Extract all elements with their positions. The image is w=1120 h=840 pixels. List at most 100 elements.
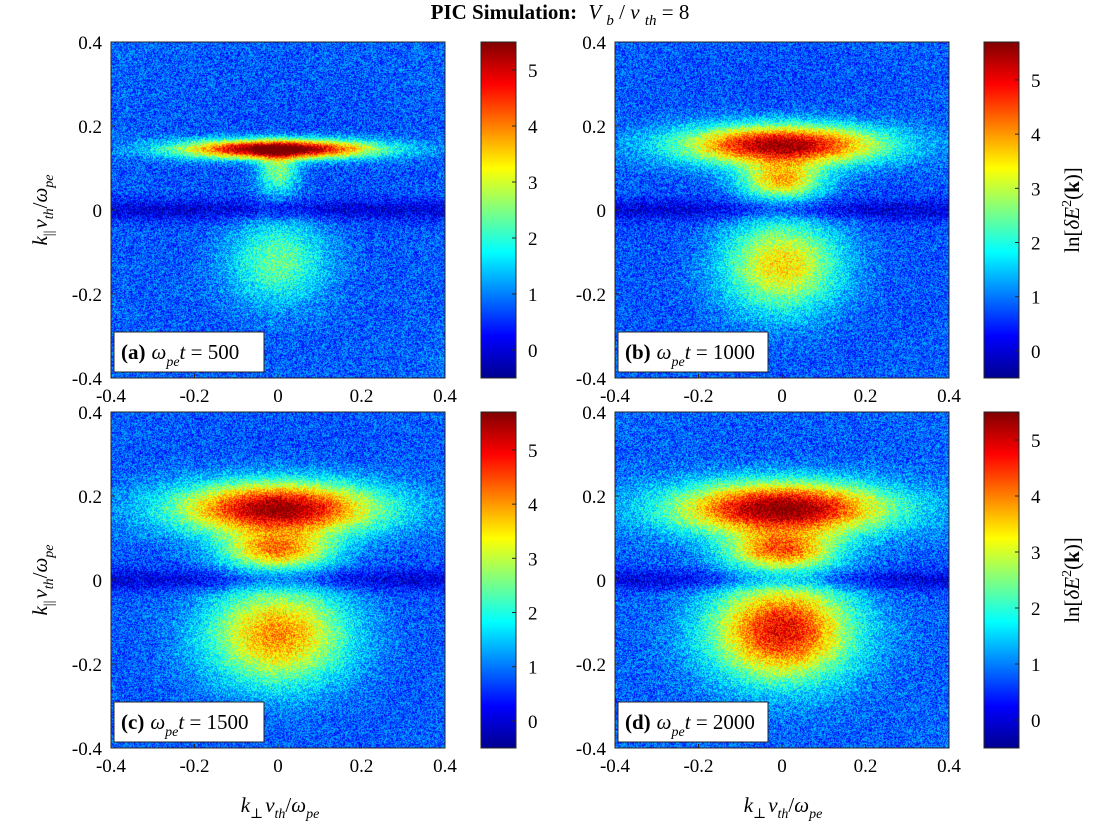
colorbar-tick-label: 5 [528,61,538,82]
heatmap-image [111,412,445,748]
panel-letter: (a) [121,340,146,364]
colorbar-tick-label: 0 [1031,342,1041,363]
panel-annotation: (a) ωpet = 500 [121,340,239,370]
colorbar-tick-label: 4 [528,495,538,516]
panel-annotation: (b) ωpet = 1000 [625,340,755,370]
time-symbol: t [685,340,692,364]
omega-symbol: ω [657,710,672,734]
heatmap-panel: -0.4 -0.2 0 0.2 0.4 0.4 0.2 0 -0.2 -0.4 (b) ωpet = … [576,33,1084,407]
pe-subscript: pe [671,355,685,370]
y-tick-label: -0.2 [72,285,102,306]
colorbar-tick-label: 3 [528,173,538,194]
figure-title-b: b [606,13,614,29]
x-tick-label: 0.4 [433,756,457,777]
y-axis-label-bottom: k||vth/ωpe [28,544,57,615]
y-tick-label: 0.2 [78,117,102,138]
panel-annotation: (c) ωpet = 1500 [121,710,249,740]
y-tick-label: 0.2 [582,117,606,138]
x-axis-label-left: k⊥vth/ωpe [241,793,320,822]
omega-symbol: ω [150,710,165,734]
colorbar-tick-label: 2 [1031,234,1041,255]
y-tick-label: 0 [93,201,103,222]
x-axis-label-right: k⊥vth/ωpe [744,793,823,822]
colorbar-tick-label: 1 [1031,655,1041,676]
colorbar-tick-label: 4 [1031,487,1041,508]
colorbar [983,41,1020,379]
colorbar-tick-label: 5 [528,441,538,462]
colorbar-tick-label: 1 [528,285,538,306]
y-tick-label: 0.4 [582,403,606,424]
colorbar-tick-label: 2 [528,229,538,250]
x-tick-label: -0.2 [179,756,209,777]
heatmap-image [615,42,949,378]
figure-title-prefix: PIC Simulation: [431,0,577,24]
colorbar-tick-label: 2 [1031,599,1041,620]
colorbar-label: ln[δE2(k)] [1060,537,1084,623]
colorbar-tick-label: 1 [1031,288,1041,309]
panel-annotation: (d) ωpet = 2000 [625,710,755,740]
colorbar-tick-label: 4 [528,117,538,138]
pe-subscript: pe [165,355,179,370]
y-tick-label: 0 [597,201,607,222]
x-tick-label: 0 [777,756,787,777]
heatmap-image [615,412,949,748]
x-tick-label: -0.2 [683,756,713,777]
x-tick-label: 0 [273,756,283,777]
panel-annotation-box [113,701,265,743]
pe-subscript: pe [671,725,685,740]
figure-title-v2: v [630,0,640,24]
panel-annotation-box [617,701,769,743]
x-tick-label: 0 [777,386,787,407]
omega-symbol: ω [657,340,672,364]
figure-title-eq: = 8 [662,0,690,24]
colorbar-tick-label: 4 [1031,125,1041,146]
x-tick-label: 0.4 [937,756,961,777]
x-tick-label: -0.4 [96,386,127,407]
y-tick-label: 0 [93,571,103,592]
time-symbol: t [178,710,185,734]
x-tick-label: 0.2 [854,386,878,407]
colorbar-label: ln[δE2(k)] [1060,167,1084,253]
x-tick-label: -0.2 [179,386,209,407]
colorbar [983,411,1020,749]
x-tick-label: -0.2 [683,386,713,407]
colorbar-tick-label: 2 [528,604,538,625]
colorbar-tick-label: 0 [528,341,538,362]
y-tick-label: -0.2 [72,655,102,676]
heatmap-panel: -0.4 -0.2 0 0.2 0.4 0.4 0.2 0 -0.2 -0.4 (d) ωpet = … [576,403,1084,777]
colorbar-tick-label: 0 [1031,711,1041,732]
pe-subscript: pe [164,725,178,740]
colorbar-tick-label: 5 [1031,71,1041,92]
figure-title-v: V [588,0,603,24]
colorbar-tick-label: 1 [528,658,538,679]
y-tick-label: 0 [597,571,607,592]
colorbar-tick-label: 3 [528,549,538,570]
y-tick-label: -0.4 [576,369,607,390]
figure-title: PIC Simulation: V b / v th = 8 [431,0,690,30]
y-axis-label-top: k||vth/ωpe [28,174,57,245]
time-value: = 1000 [691,340,755,364]
y-tick-label: 0.4 [78,33,102,54]
omega-symbol: ω [152,340,167,364]
x-tick-label: 0.2 [350,756,374,777]
heatmap-image [111,42,445,378]
y-tick-label: -0.2 [576,285,606,306]
heatmap-panel: -0.4 -0.2 0 0.2 0.4 0.4 0.2 0 -0.2 -0.4 (a) ωpet = … [72,33,538,407]
colorbar-tick-label: 0 [528,712,538,733]
colorbar [480,411,517,749]
y-tick-label: 0.2 [78,487,102,508]
x-tick-label: 0.2 [350,386,374,407]
figure-title-slash: / [619,0,625,24]
x-tick-label: 0 [273,386,283,407]
x-tick-label: -0.4 [600,386,631,407]
panel-annotation-box [113,331,265,373]
colorbar-tick-label: 3 [1031,179,1041,200]
time-value: = 500 [185,340,239,364]
x-tick-label: 0.2 [854,756,878,777]
panel-letter: (c) [121,710,144,734]
panel-letter: (d) [625,710,651,734]
x-tick-label: 0.4 [937,386,961,407]
colorbar-tick-label: 3 [1031,543,1041,564]
y-tick-label: -0.4 [576,739,607,760]
